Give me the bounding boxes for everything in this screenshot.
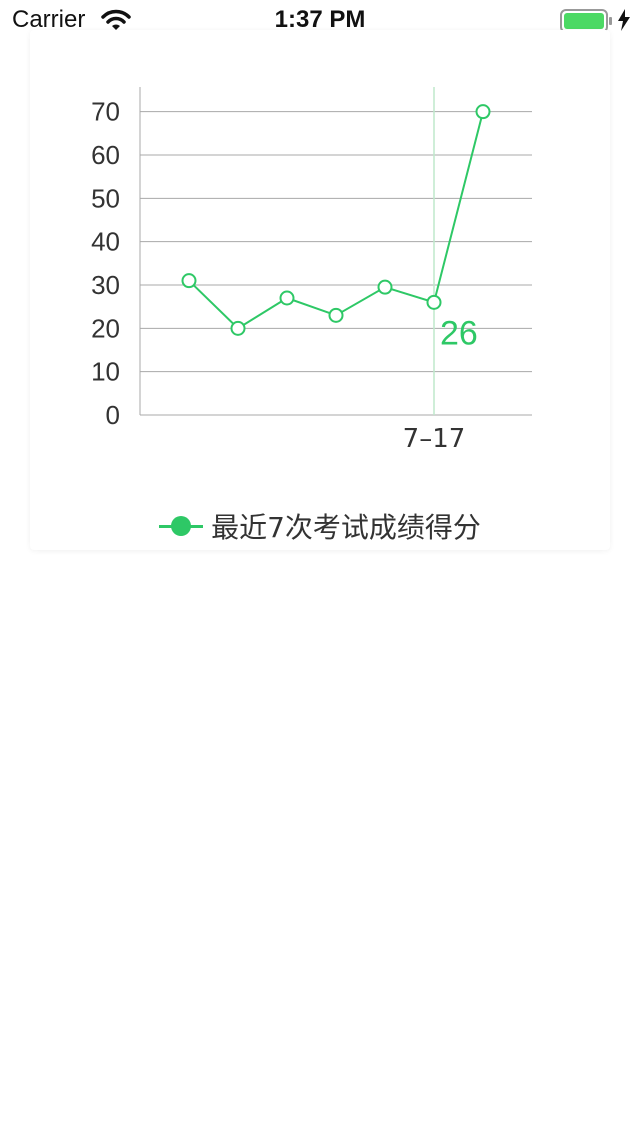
series-layer <box>181 104 491 336</box>
y-tick-label: 30 <box>91 270 120 300</box>
data-point <box>475 104 491 120</box>
charging-bolt-icon <box>618 9 630 31</box>
y-tick-labels: 0 10 20 30 40 50 60 70 <box>91 97 120 430</box>
y-tick-label: 20 <box>91 313 120 343</box>
legend-marker <box>159 516 204 536</box>
y-tick-label: 0 <box>106 400 120 430</box>
data-point <box>426 294 442 310</box>
y-tick-label: 50 <box>91 183 120 213</box>
highlight-layer: 26 <box>433 87 478 415</box>
score-line-chart[interactable]: 0 10 20 30 40 50 60 70 7–17 26 <box>30 30 610 500</box>
data-point <box>328 307 344 323</box>
chart-card: 0 10 20 30 40 50 60 70 7–17 26 最近7次考试成绩得分 <box>30 30 610 550</box>
x-tick-labels: 7–17 <box>403 424 466 454</box>
clock-time: 1:37 PM <box>274 6 366 33</box>
wifi-icon <box>101 9 131 30</box>
y-tick-label: 40 <box>91 227 120 257</box>
y-tick-label: 70 <box>91 97 120 127</box>
highlight-value-label: 26 <box>440 314 478 352</box>
data-point <box>377 279 393 295</box>
data-point <box>230 320 246 336</box>
grid-lines <box>140 111 532 373</box>
y-tick-label: 10 <box>91 357 120 387</box>
data-point <box>279 290 295 306</box>
series-line <box>188 111 484 330</box>
data-point <box>181 273 197 289</box>
chart-legend: 最近7次考试成绩得分 <box>30 506 610 546</box>
axes <box>139 87 532 416</box>
legend-label: 最近7次考试成绩得分 <box>211 511 481 544</box>
y-tick-label: 60 <box>91 140 120 170</box>
carrier-label: Carrier <box>12 6 86 33</box>
x-tick-label: 7–17 <box>403 424 466 454</box>
